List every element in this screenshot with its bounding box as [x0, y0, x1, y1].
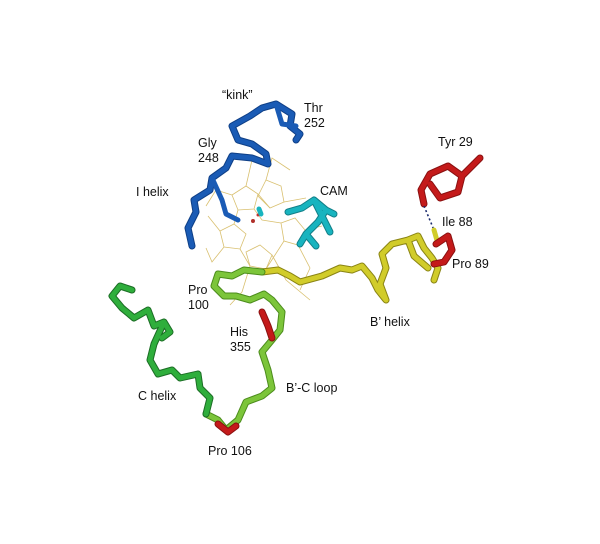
label-c-helix: C helix [138, 389, 177, 403]
label-gly-name: Gly [198, 136, 218, 150]
heme-ring-1 [231, 185, 259, 211]
label-pro-100-name: Pro [188, 283, 208, 297]
label-thr-name: Thr [304, 101, 323, 115]
b-c-loop-backbone [202, 266, 286, 434]
cam-molecule [284, 196, 338, 250]
pro-89-residue [430, 232, 456, 268]
hydrogen-bond [423, 205, 435, 231]
label-pro-100-number: 100 [188, 298, 209, 312]
label-ile-88: Ile 88 [442, 215, 473, 229]
b-prime-helix-backbone [258, 227, 442, 304]
label-i-helix: I helix [136, 185, 169, 199]
heme-ring-5 [245, 244, 273, 270]
heme-ring-4 [219, 223, 247, 250]
label-thr-number: 252 [304, 116, 325, 130]
label-tyr-29: Tyr 29 [438, 135, 473, 149]
heme-iron [251, 219, 255, 223]
label-his-name: His [230, 325, 248, 339]
label-his-number: 355 [230, 340, 251, 354]
cam-fragment [256, 206, 264, 217]
label-b-c-loop: B’-C loop [286, 381, 337, 395]
label-kink: “kink” [222, 88, 253, 102]
label-b-prime-helix: B’ helix [370, 315, 411, 329]
label-pro-89: Pro 89 [452, 257, 489, 271]
label-pro-106: Pro 106 [208, 444, 252, 458]
label-gly-number: 248 [198, 151, 219, 165]
label-cam: CAM [320, 184, 348, 198]
tyr-29-residue [417, 154, 484, 208]
his-355-residue [258, 308, 276, 342]
i-helix-backbone [184, 100, 304, 250]
heme-ring-2 [257, 179, 285, 209]
pro-106-residue [214, 420, 240, 436]
c-helix-backbone [108, 282, 214, 418]
heme-group [205, 157, 323, 306]
